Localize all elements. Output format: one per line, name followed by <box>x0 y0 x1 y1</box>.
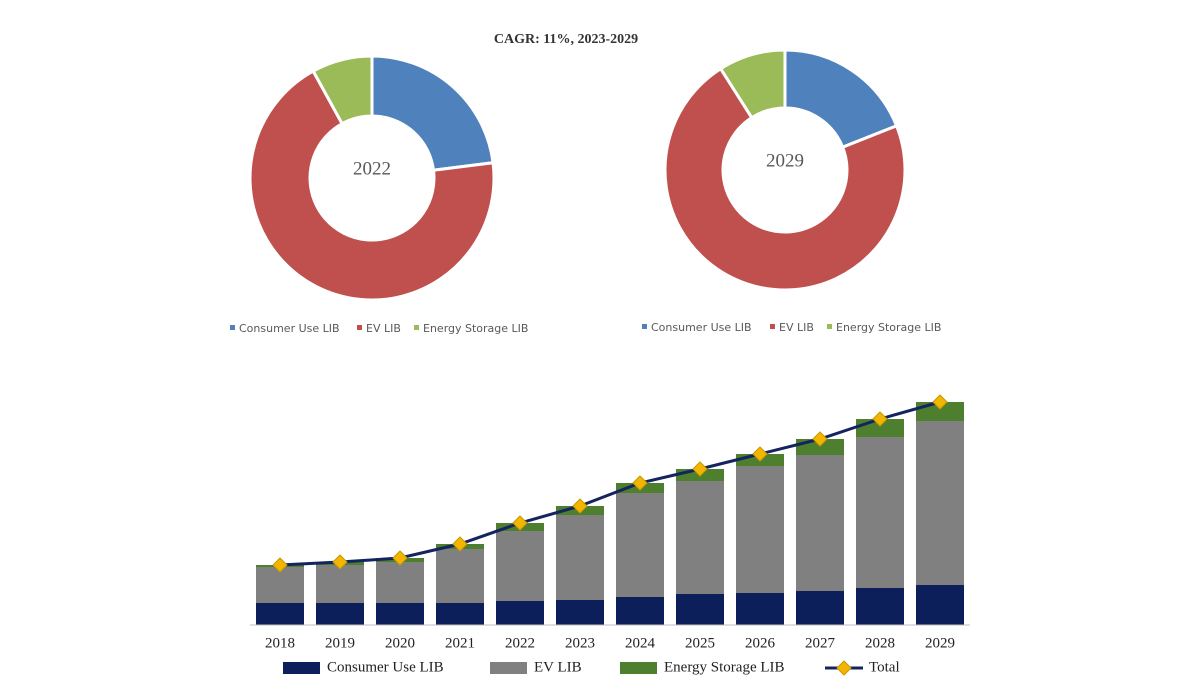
total-line <box>279 400 941 567</box>
x-tick-label: 2027 <box>805 635 836 651</box>
total-marker <box>392 550 408 566</box>
legend-label: Energy Storage LIB <box>836 321 941 334</box>
x-tick-label: 2019 <box>325 635 355 651</box>
donut-slice <box>311 54 374 126</box>
bar-segment <box>856 588 904 625</box>
donut-slice <box>663 66 907 292</box>
bar-segment <box>676 481 724 594</box>
donut-slice <box>248 69 496 302</box>
bar-segment <box>256 603 304 625</box>
bar-segment <box>616 493 664 597</box>
x-tick-label: 2018 <box>265 635 295 651</box>
legend-swatch <box>490 662 527 674</box>
bar-segment <box>856 437 904 588</box>
x-tick-label: 2026 <box>745 635 776 651</box>
legend-label: Energy Storage LIB <box>423 322 528 335</box>
legend-swatch <box>620 662 657 674</box>
total-marker <box>512 515 528 531</box>
x-tick-label: 2022 <box>505 635 535 651</box>
donut-center-label: 2029 <box>766 150 804 171</box>
legend-swatch <box>230 325 235 330</box>
total-marker <box>692 461 708 477</box>
donut-center-label: 2022 <box>353 158 391 179</box>
x-tick-label: 2028 <box>865 635 895 651</box>
legend-label: Consumer Use LIB <box>327 659 444 675</box>
total-marker <box>752 446 768 462</box>
bar-segment <box>496 531 544 601</box>
bar-segment <box>436 603 484 625</box>
bar-segment <box>916 585 964 625</box>
total-marker <box>452 536 468 552</box>
donut-slice <box>718 48 787 120</box>
legend-swatch <box>283 662 320 674</box>
legend-label: EV LIB <box>366 322 401 335</box>
bar-segment <box>916 421 964 585</box>
x-tick-label: 2024 <box>625 635 656 651</box>
legend-label: Energy Storage LIB <box>664 659 785 675</box>
total-marker <box>812 431 828 447</box>
x-tick-label: 2023 <box>565 635 595 651</box>
bar-segment <box>736 466 784 593</box>
x-tick-label: 2020 <box>385 635 415 651</box>
x-tick-label: 2029 <box>925 635 955 651</box>
total-marker <box>572 498 588 514</box>
bar-segment <box>376 562 424 603</box>
legend-swatch <box>357 325 362 330</box>
bar-segment <box>796 591 844 625</box>
bar-segment <box>556 515 604 600</box>
bar-segment <box>256 567 304 603</box>
bar-segment <box>796 455 844 591</box>
legend-label: Consumer Use LIB <box>239 322 340 335</box>
bar-segment <box>316 603 364 625</box>
total-marker <box>632 475 648 491</box>
bar-segment <box>436 549 484 603</box>
legend-label: EV LIB <box>779 321 814 334</box>
legend-label: Consumer Use LIB <box>651 321 752 334</box>
legend-swatch <box>414 325 419 330</box>
bar-segment <box>676 594 724 625</box>
legend-marker <box>836 660 852 676</box>
total-marker <box>872 411 888 427</box>
page-title: CAGR: 11%, 2023-2029 <box>494 32 638 47</box>
legend-swatch <box>642 324 647 329</box>
x-tick-label: 2025 <box>685 635 715 651</box>
bar-segment <box>616 597 664 625</box>
total-marker <box>332 554 348 570</box>
legend-label: EV LIB <box>534 659 582 675</box>
total-marker <box>932 394 948 410</box>
total-marker <box>272 557 288 573</box>
bar-segment <box>376 603 424 625</box>
legend-label: Total <box>869 659 900 675</box>
legend-swatch <box>770 324 775 329</box>
bar-segment <box>736 593 784 625</box>
legend-swatch <box>827 324 832 329</box>
x-tick-label: 2021 <box>445 635 475 651</box>
donut-slice <box>370 54 495 172</box>
bar-segment <box>496 601 544 625</box>
bar-segment <box>316 565 364 603</box>
bar-segment <box>556 600 604 625</box>
